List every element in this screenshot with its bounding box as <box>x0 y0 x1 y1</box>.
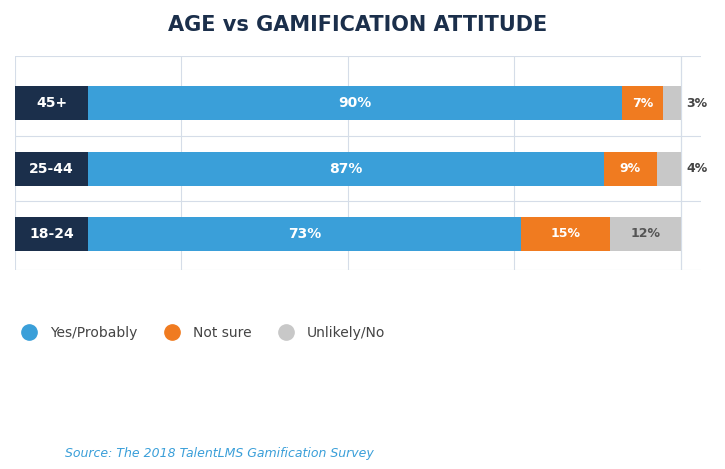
Bar <box>657 151 681 186</box>
Bar <box>88 151 604 186</box>
Text: 9%: 9% <box>620 162 641 175</box>
Bar <box>604 151 657 186</box>
Bar <box>621 86 663 120</box>
Bar <box>610 217 681 251</box>
Bar <box>521 217 610 251</box>
Text: 18-24: 18-24 <box>29 227 74 241</box>
Text: 90%: 90% <box>339 96 371 110</box>
Text: 45+: 45+ <box>36 96 67 110</box>
Text: 3%: 3% <box>686 97 707 110</box>
Text: 87%: 87% <box>329 161 362 175</box>
Bar <box>663 86 681 120</box>
Bar <box>15 86 88 120</box>
Bar <box>88 86 621 120</box>
Bar <box>88 217 521 251</box>
Text: 15%: 15% <box>550 227 580 241</box>
Text: 25-44: 25-44 <box>29 161 74 175</box>
Text: 4%: 4% <box>686 162 708 175</box>
Legend: Yes/Probably, Not sure, Unlikely/No: Yes/Probably, Not sure, Unlikely/No <box>15 326 385 340</box>
Text: 73%: 73% <box>288 227 321 241</box>
Text: 12%: 12% <box>630 227 660 241</box>
Bar <box>15 217 88 251</box>
Bar <box>15 151 88 186</box>
Text: Source: The 2018 TalentLMS Gamification Survey: Source: The 2018 TalentLMS Gamification … <box>65 447 374 460</box>
Title: AGE vs GAMIFICATION ATTITUDE: AGE vs GAMIFICATION ATTITUDE <box>168 15 547 35</box>
Text: 7%: 7% <box>631 97 653 110</box>
